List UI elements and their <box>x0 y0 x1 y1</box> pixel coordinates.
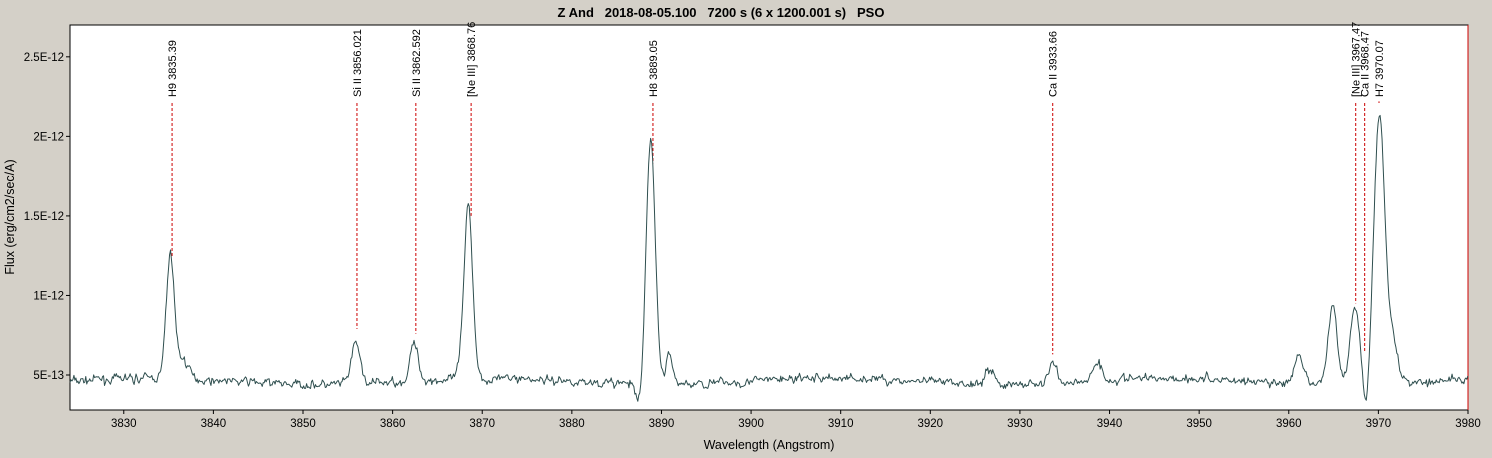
x-tick-label: 3920 <box>918 418 944 430</box>
x-tick-label: 3970 <box>1366 418 1392 430</box>
y-tick-label: 1E-12 <box>33 290 64 302</box>
x-tick-label: 3890 <box>649 418 675 430</box>
x-tick-label: 3930 <box>1007 418 1033 430</box>
x-tick-label: 3840 <box>201 418 227 430</box>
spectrum-series <box>69 114 1469 402</box>
y-tick-label: 2.5E-12 <box>24 52 64 64</box>
x-tick-label: 3910 <box>828 418 854 430</box>
x-tick-label: 3950 <box>1186 418 1212 430</box>
x-axis-label: Wavelength (Angstrom) <box>704 438 835 452</box>
x-tick-label: 3830 <box>111 418 137 430</box>
y-axis: 5E-13 1E-12 1.5E-12 2E-12 2.5E-12 <box>24 52 70 382</box>
plot-area[interactable] <box>69 24 1469 411</box>
x-tick-label: 3880 <box>559 418 585 430</box>
x-tick-label: 3850 <box>290 418 316 430</box>
line-id-label: Si II 3862.592 <box>411 29 423 97</box>
line-id-label: Ca II 3933.66 <box>1048 31 1060 97</box>
y-tick-label: 1.5E-12 <box>24 211 64 223</box>
x-axis: 3830 3840 3850 3860 3870 3880 3890 3900 3910 3920… <box>111 410 1481 430</box>
line-id-label: H7 3970.07 <box>1374 40 1386 97</box>
line-id-label: [Ne III] 3868.76 <box>466 22 478 97</box>
x-tick-label: 3860 <box>380 418 406 430</box>
line-id-label: H9 3835.39 <box>167 40 179 97</box>
y-axis-label: Flux (erg/cm2/sec/A) <box>3 159 17 274</box>
x-tick-label: 3960 <box>1276 418 1302 430</box>
x-tick-label: 3940 <box>1097 418 1123 430</box>
y-tick-label: 2E-12 <box>33 131 64 143</box>
line-identifications: H9 3835.39 Si II 3856.021 Si II 3862.592 [N… <box>167 22 1386 355</box>
x-tick-label: 3980 <box>1455 418 1481 430</box>
chart-title: Z And 2018-08-05.100 7200 s (6 x 1200.00… <box>558 5 885 20</box>
x-tick-label: 3870 <box>469 418 495 430</box>
x-tick-label: 3900 <box>738 418 764 430</box>
line-id-label: [Ne III] 3967.47 <box>1351 22 1363 97</box>
line-id-label: Ca II 3968.47 <box>1360 31 1372 97</box>
line-id-label: Si II 3856.021 <box>352 29 364 97</box>
line-id-label: H8 3889.05 <box>648 40 660 97</box>
y-tick-label: 5E-13 <box>33 370 64 382</box>
